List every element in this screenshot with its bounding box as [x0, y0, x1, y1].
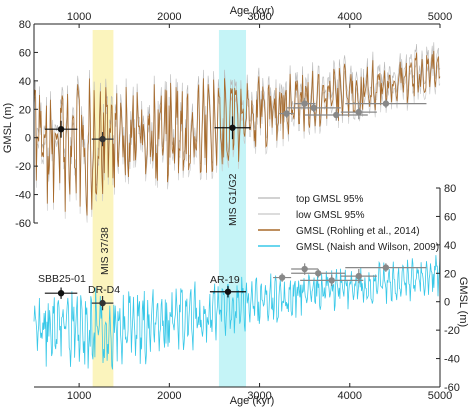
legend-label-top-gmsl: top GMSL 95% — [296, 194, 364, 205]
right-y-tick-label-7: 80 — [444, 183, 456, 195]
right-axis-title: GMSL (m) — [457, 277, 469, 327]
bottom-axis-title: Age (kyr) — [230, 395, 275, 407]
top-x-tick-label-0: 1000 — [67, 11, 91, 23]
legend: top GMSL 95% low GMSL 95% GMSL (Rohling … — [258, 194, 439, 253]
legend-label-rohling: GMSL (Rohling et al., 2014) — [296, 226, 420, 237]
right-y-tick-label-5: 40 — [444, 240, 456, 252]
top-point-4 — [301, 100, 308, 107]
top-point-2 — [229, 124, 236, 131]
bottom-x-tick-label-1: 2000 — [157, 390, 181, 402]
top-x-tick-label-1: 2000 — [157, 11, 181, 23]
left-y-tick-label-4: 20 — [19, 104, 31, 116]
left-y-tick-label-6: 60 — [19, 47, 31, 59]
band-label-mis-g1-g2: MIS G1/G2 — [227, 173, 239, 226]
bottom-point-5 — [315, 270, 322, 277]
left-y-tick-label-5: 40 — [19, 76, 31, 88]
top-x-tick-label-2: 3000 — [247, 11, 271, 23]
top-point-0 — [57, 125, 65, 133]
bottom-point-8 — [382, 264, 390, 271]
top-point-7 — [355, 108, 362, 116]
bottom-x-tick-label-4: 5000 — [428, 390, 452, 402]
bottom-x-tick-label-0: 1000 — [67, 390, 91, 402]
band-label-mis-37-38: MIS 37/38 — [99, 227, 111, 275]
left-y-tick-label-0: -60 — [15, 218, 31, 230]
top-point-1 — [99, 135, 106, 143]
series-naish — [33, 255, 441, 370]
bottom-x-tick-label-3: 4000 — [338, 390, 362, 402]
right-y-tick-label-1: -40 — [444, 354, 460, 366]
right-y-tick-label-3: 0 — [444, 297, 450, 309]
site-label-ar-19: AR-19 — [210, 274, 240, 286]
legend-label-naish: GMSL (Naish and Wilson, 2009) — [296, 242, 439, 253]
site-label-dr-d4: DR-D4 — [88, 284, 120, 296]
bottom-point-3 — [278, 274, 286, 281]
left-y-tick-label-2: -20 — [15, 161, 31, 173]
series-rohling — [33, 50, 441, 216]
top-point-5 — [310, 104, 317, 112]
bottom-point-6 — [328, 277, 335, 284]
right-y-tick-label-4: 20 — [444, 268, 456, 280]
top-point-6 — [333, 111, 340, 119]
top-x-tick-label-3: 4000 — [338, 11, 362, 23]
right-y-tick-label-2: -20 — [444, 325, 460, 337]
bottom-x-tick-label-2: 3000 — [247, 390, 271, 402]
bottom-point-4 — [301, 265, 308, 273]
right-y-tick-label-6: 60 — [444, 211, 456, 223]
top-point-3 — [283, 110, 290, 117]
right-y-tick-label-0: -60 — [444, 382, 460, 394]
top-point-8 — [382, 100, 390, 107]
left-y-tick-label-7: 80 — [19, 19, 31, 31]
site-label-sbb25-01: SBB25-01 — [38, 273, 86, 285]
bottom-point-2 — [224, 288, 232, 295]
highlight-band-0 — [92, 30, 114, 387]
legend-label-low-gmsl: low GMSL 95% — [296, 210, 365, 221]
bottom-point-0 — [57, 289, 65, 297]
left-y-tick-label-3: 0 — [25, 133, 31, 145]
left-y-tick-label-1: -40 — [15, 190, 31, 202]
bottom-point-7 — [355, 272, 362, 280]
top-x-tick-label-4: 5000 — [428, 11, 452, 23]
bottom-point-1 — [99, 299, 106, 307]
left-axis-title: GMSL (m) — [2, 103, 14, 153]
top-axis-title: Age (kyr) — [230, 5, 275, 17]
